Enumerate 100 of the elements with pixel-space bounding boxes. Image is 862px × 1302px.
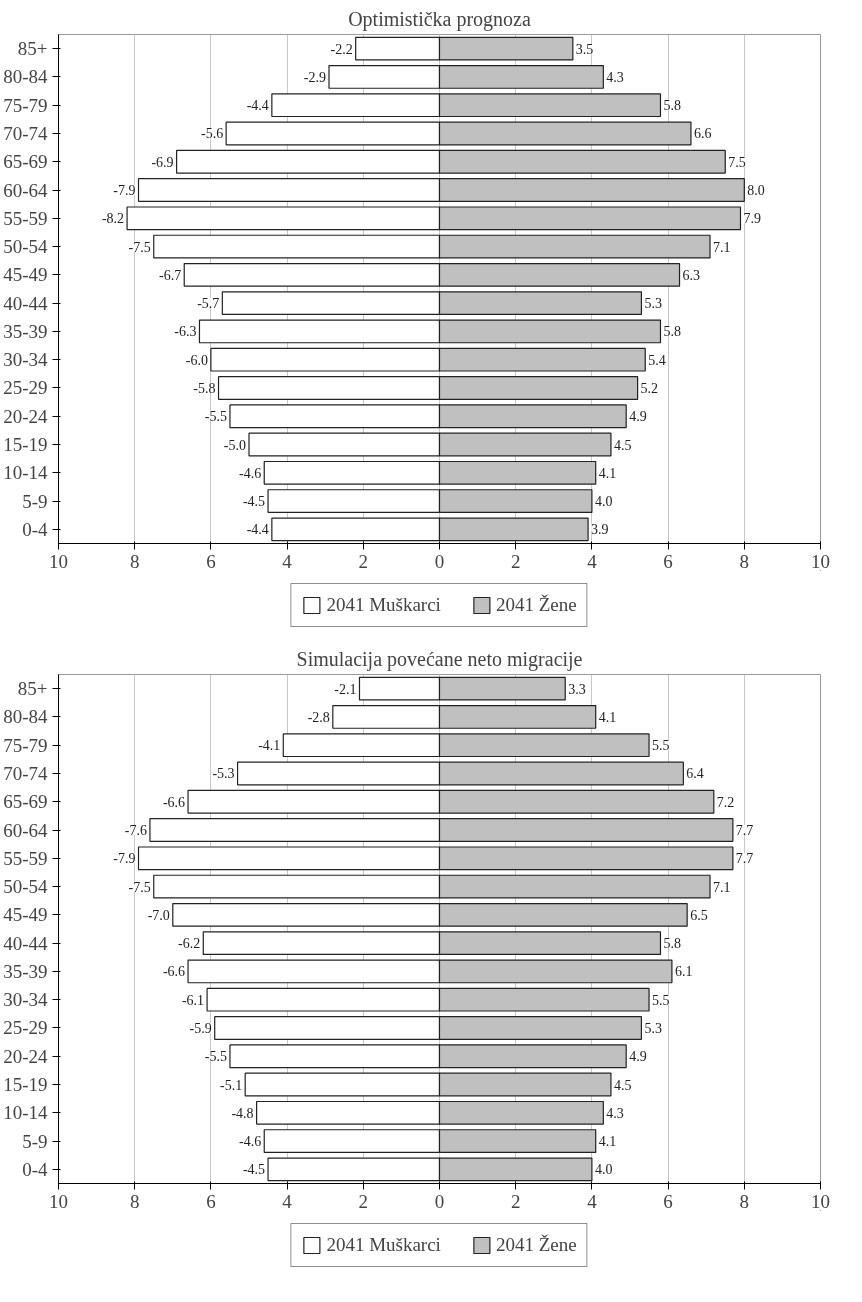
data-label: -2.8 (307, 709, 330, 725)
data-label: 7.5 (728, 154, 746, 170)
data-label: -4.5 (242, 1162, 266, 1178)
data-label: 7.7 (735, 823, 754, 839)
data-label: 4.5 (613, 437, 632, 453)
x-tick-label: 8 (739, 1190, 750, 1212)
legend-label: 2041 Žene (495, 594, 577, 616)
y-tick-label: 85+ (17, 678, 48, 700)
y-tick-label: 15-19 (3, 434, 48, 456)
data-label: 6.4 (686, 766, 704, 782)
x-tick-label: 2 (510, 550, 521, 572)
data-label: 6.1 (674, 964, 693, 980)
data-label: 7.7 (735, 851, 754, 867)
data-label: -5.1 (220, 1077, 243, 1093)
x-tick-label: 2 (510, 1190, 521, 1212)
data-label: -6.1 (181, 992, 205, 1008)
data-label: -5.5 (204, 1049, 227, 1065)
data-label: 4.1 (598, 465, 617, 481)
y-tick-label: 25-29 (3, 377, 48, 399)
data-label: -5.0 (223, 437, 247, 453)
x-tick-label: 2 (358, 550, 369, 572)
data-label: -7.6 (124, 823, 147, 839)
data-label: -8.2 (101, 211, 125, 227)
data-label: 5.5 (652, 738, 670, 754)
data-label: 4.9 (629, 409, 647, 425)
x-tick-label: 10 (49, 550, 68, 572)
y-tick-label: 35-39 (3, 320, 48, 342)
x-tick-label: 10 (811, 550, 830, 572)
y-tick-label: 30-34 (3, 989, 48, 1011)
x-tick-label: 8 (129, 1190, 140, 1212)
x-tick-label: 8 (129, 550, 140, 572)
y-tick-label: 80-84 (3, 706, 48, 728)
x-tick-label: 4 (282, 1190, 293, 1212)
data-label: -6.9 (151, 154, 174, 170)
data-label: -2.9 (303, 69, 327, 85)
data-label: -5.6 (200, 126, 224, 142)
data-label: 3.5 (575, 41, 594, 57)
chart-title: Simulacija povećane neto migracije (296, 647, 583, 671)
y-tick-label: 50-54 (3, 236, 48, 258)
data-label: 5.8 (663, 324, 681, 340)
x-tick-label: 4 (587, 550, 598, 572)
y-tick-label: 60-64 (3, 819, 48, 841)
data-label: 4.3 (606, 1105, 624, 1121)
y-tick-label: 55-59 (3, 847, 48, 869)
y-tick-label: 45-49 (3, 264, 48, 286)
data-label: 3.9 (591, 522, 609, 538)
data-label: 6.6 (693, 126, 712, 142)
legend-label: 2041 Muškarci (326, 594, 441, 616)
data-label: 4.9 (629, 1049, 647, 1065)
y-tick-label: 65-69 (3, 791, 48, 813)
data-label: -6.6 (162, 794, 186, 810)
y-tick-label: 75-79 (3, 734, 48, 756)
x-tick-label: 2 (358, 1190, 369, 1212)
y-tick-label: 0-4 (22, 518, 48, 540)
data-label: 4.0 (594, 494, 613, 510)
data-label: 3.3 (568, 681, 586, 697)
data-label: 5.2 (640, 380, 659, 396)
legend-label: 2041 Muškarci (326, 1234, 441, 1256)
y-tick-label: 50-54 (3, 876, 48, 898)
y-tick-label: 70-74 (3, 762, 48, 784)
data-label: 4.5 (613, 1077, 632, 1093)
data-label: -6.3 (174, 324, 197, 340)
data-label: -7.5 (128, 239, 151, 255)
data-label: 6.3 (682, 267, 701, 283)
y-tick-label: 30-34 (3, 349, 48, 371)
y-tick-label: 10-14 (3, 1102, 48, 1124)
data-label: -7.9 (113, 183, 136, 199)
y-tick-label: 5-9 (22, 490, 48, 512)
chart-title: Optimistička prognoza (348, 7, 531, 31)
y-tick-label: 85+ (17, 38, 48, 60)
y-tick-label: 25-29 (3, 1017, 48, 1039)
x-tick-label: 6 (663, 1190, 673, 1212)
data-label: -6.2 (178, 936, 201, 952)
data-label: -5.9 (189, 1020, 212, 1036)
data-label: -2.1 (334, 681, 357, 697)
data-label: -5.5 (204, 409, 227, 425)
data-label: 5.4 (648, 352, 666, 368)
y-tick-label: 75-79 (3, 94, 48, 116)
data-label: -7.0 (147, 907, 170, 923)
data-label: 6.5 (690, 907, 708, 923)
y-tick-label: 40-44 (3, 932, 48, 954)
y-tick-label: 70-74 (3, 122, 48, 144)
data-label: -5.3 (212, 766, 235, 782)
x-tick-label: 6 (206, 1190, 216, 1212)
y-tick-label: 55-59 (3, 207, 48, 229)
x-tick-label: 10 (49, 1190, 68, 1212)
data-label: 4.1 (598, 709, 617, 725)
legend-label: 2041 Žene (495, 1234, 577, 1256)
x-tick-label: 4 (282, 550, 293, 572)
data-label: -4.6 (239, 1134, 262, 1150)
y-tick-label: 60-64 (3, 179, 48, 201)
data-label: -4.6 (239, 465, 262, 481)
y-tick-label: 80-84 (3, 66, 48, 88)
y-tick-label: 15-19 (3, 1074, 48, 1096)
data-label: -6.0 (185, 352, 208, 368)
x-tick-label: 0 (434, 1190, 445, 1212)
x-tick-label: 10 (811, 1190, 830, 1212)
y-tick-label: 10-14 (3, 462, 48, 484)
data-label: -4.4 (246, 522, 269, 538)
x-tick-label: 0 (434, 550, 445, 572)
